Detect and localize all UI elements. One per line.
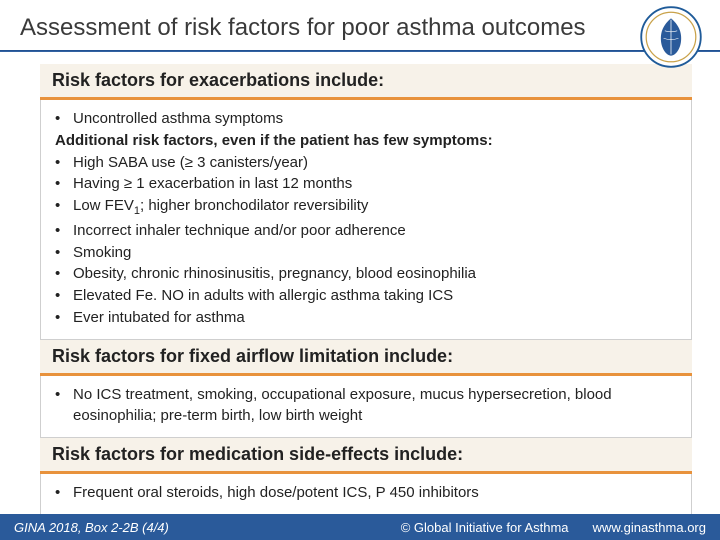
list-item-text: Elevated Fe. NO in adults with allergic … (73, 285, 677, 307)
footer-source: GINA 2018, Box 2-2B (4/4) (14, 520, 169, 535)
list-item: •Having ≥ 1 exacerbation in last 12 mont… (55, 173, 677, 195)
list-item-text: Ever intubated for asthma (73, 307, 677, 329)
list-item-text: Uncontrolled asthma symptoms (73, 108, 677, 130)
list-item: •Elevated Fe. NO in adults with allergic… (55, 285, 677, 307)
bullet-icon: • (55, 482, 73, 504)
list-item: •Low FEV1; higher bronchodilator reversi… (55, 195, 677, 220)
section-body: •Uncontrolled asthma symptomsAdditional … (40, 100, 692, 340)
section-header: Risk factors for fixed airflow limitatio… (40, 340, 692, 376)
list-item-text: Obesity, chronic rhinosinusitis, pregnan… (73, 263, 677, 285)
bullet-icon: • (55, 384, 73, 428)
footer-copyright: © Global Initiative for Asthma (401, 520, 569, 535)
footer-url: www.ginasthma.org (593, 520, 706, 535)
bullet-icon: • (55, 285, 73, 307)
list-item-text: No ICS treatment, smoking, occupational … (73, 384, 677, 428)
list-item: •Uncontrolled asthma symptoms (55, 108, 677, 130)
list-item: •No ICS treatment, smoking, occupational… (55, 384, 677, 428)
footer-bar: GINA 2018, Box 2-2B (4/4) © Global Initi… (0, 514, 720, 540)
list-item-text: High SABA use (≥ 3 canisters/year) (73, 152, 677, 174)
list-item: •Obesity, chronic rhinosinusitis, pregna… (55, 263, 677, 285)
list-item: •Incorrect inhaler technique and/or poor… (55, 220, 677, 242)
section-body: •Frequent oral steroids, high dose/poten… (40, 474, 692, 515)
bullet-icon: • (55, 173, 73, 195)
gina-logo-icon (640, 6, 702, 68)
content-area: Risk factors for exacerbations include:•… (0, 64, 720, 515)
list-item: •Smoking (55, 242, 677, 264)
list-item: •Ever intubated for asthma (55, 307, 677, 329)
section-body: •No ICS treatment, smoking, occupational… (40, 376, 692, 439)
list-item-text: Incorrect inhaler technique and/or poor … (73, 220, 677, 242)
slide-title: Assessment of risk factors for poor asth… (0, 0, 720, 50)
bullet-icon: • (55, 152, 73, 174)
list-item-text: Frequent oral steroids, high dose/potent… (73, 482, 677, 504)
bullet-icon: • (55, 242, 73, 264)
bullet-icon: • (55, 108, 73, 130)
list-item-text: Having ≥ 1 exacerbation in last 12 month… (73, 173, 677, 195)
body-line: Additional risk factors, even if the pat… (55, 130, 677, 152)
bullet-icon: • (55, 195, 73, 220)
section-header: Risk factors for exacerbations include: (40, 64, 692, 100)
title-divider (0, 50, 720, 52)
list-item: •High SABA use (≥ 3 canisters/year) (55, 152, 677, 174)
list-item-text: Smoking (73, 242, 677, 264)
bullet-icon: • (55, 263, 73, 285)
bullet-icon: • (55, 307, 73, 329)
section-header: Risk factors for medication side-effects… (40, 438, 692, 474)
list-item: •Frequent oral steroids, high dose/poten… (55, 482, 677, 504)
list-item-text: Low FEV1; higher bronchodilator reversib… (73, 195, 677, 220)
bullet-icon: • (55, 220, 73, 242)
